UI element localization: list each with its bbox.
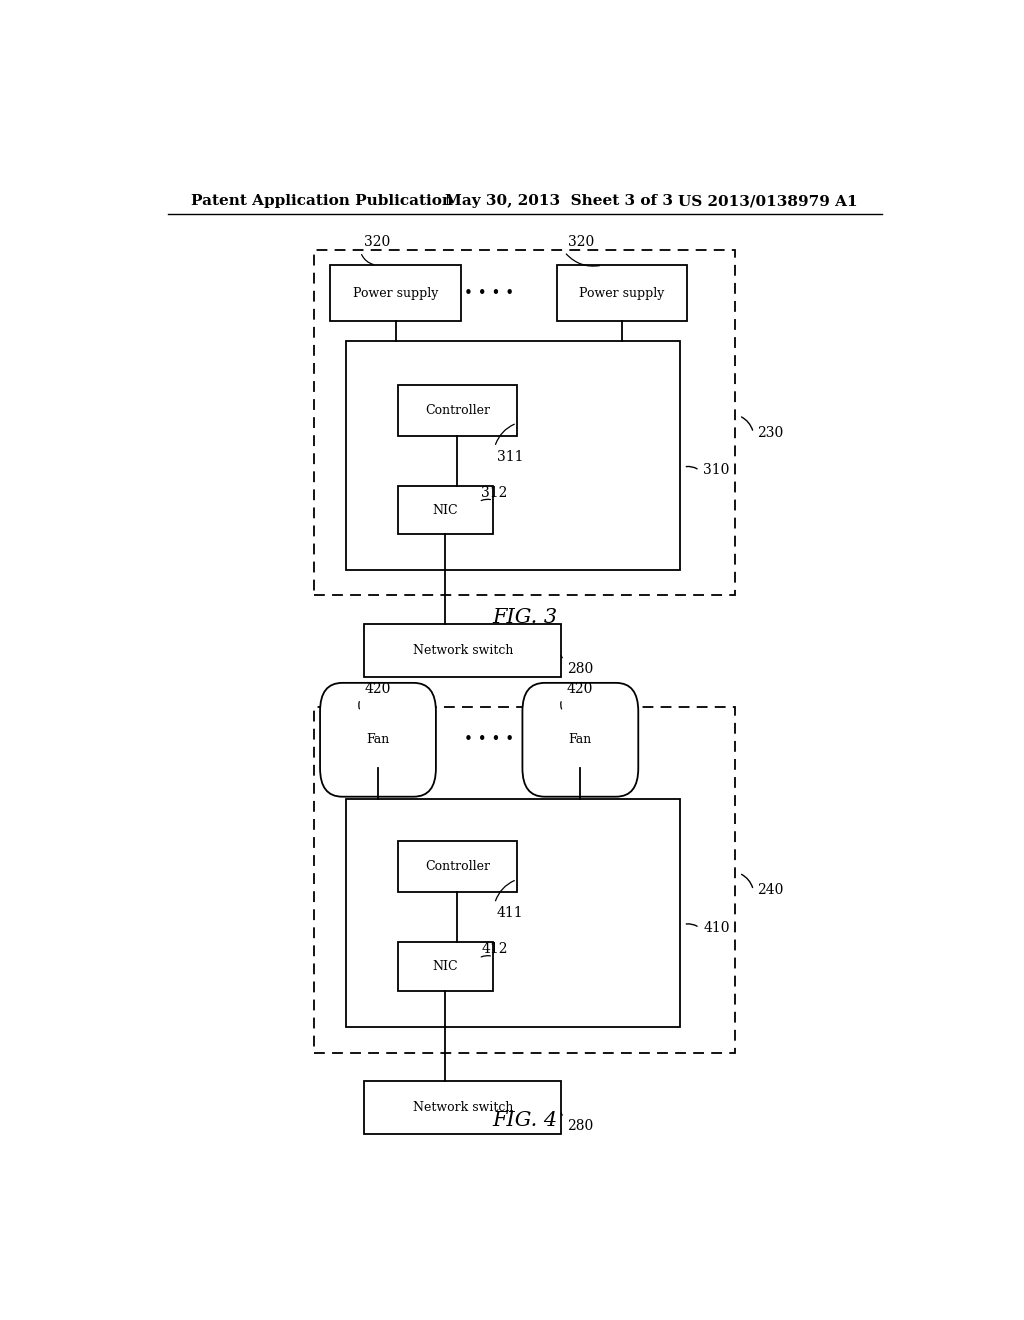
Text: Controller: Controller <box>425 404 489 417</box>
Text: 410: 410 <box>703 921 730 935</box>
Text: 320: 320 <box>568 235 595 249</box>
Text: NIC: NIC <box>432 960 459 973</box>
Text: Network switch: Network switch <box>413 1101 513 1114</box>
Bar <box>314 708 735 1053</box>
Bar <box>397 841 517 892</box>
FancyBboxPatch shape <box>522 682 638 797</box>
Text: 420: 420 <box>566 682 593 696</box>
Bar <box>346 799 680 1027</box>
Bar <box>365 1081 561 1134</box>
Text: Power supply: Power supply <box>353 286 438 300</box>
Bar <box>314 249 735 595</box>
Text: FIG. 3: FIG. 3 <box>493 609 557 627</box>
Bar <box>346 342 680 570</box>
Text: Controller: Controller <box>425 861 489 874</box>
Text: Patent Application Publication: Patent Application Publication <box>191 194 454 209</box>
Text: 240: 240 <box>758 883 783 898</box>
Text: 411: 411 <box>497 907 523 920</box>
Text: NIC: NIC <box>432 503 459 516</box>
Bar <box>397 486 494 535</box>
Text: 280: 280 <box>567 661 593 676</box>
Bar <box>365 624 561 677</box>
Text: 310: 310 <box>703 463 730 478</box>
Text: 412: 412 <box>481 942 508 956</box>
Text: 230: 230 <box>758 426 783 440</box>
Text: Power supply: Power supply <box>580 286 665 300</box>
Text: May 30, 2013  Sheet 3 of 3: May 30, 2013 Sheet 3 of 3 <box>445 194 674 209</box>
Text: 280: 280 <box>567 1119 593 1133</box>
Text: • • • •: • • • • <box>464 733 514 747</box>
Bar <box>397 942 494 991</box>
FancyBboxPatch shape <box>321 682 436 797</box>
Text: Network switch: Network switch <box>413 644 513 657</box>
Text: Fan: Fan <box>367 734 389 746</box>
Text: • • • •: • • • • <box>464 286 514 301</box>
Text: 312: 312 <box>481 486 508 500</box>
Text: FIG. 4: FIG. 4 <box>493 1111 557 1130</box>
Text: 311: 311 <box>497 450 523 465</box>
Bar <box>331 265 462 321</box>
Text: 420: 420 <box>365 682 391 696</box>
Text: Fan: Fan <box>568 734 592 746</box>
Bar <box>397 385 517 436</box>
Text: 320: 320 <box>365 235 391 249</box>
Text: US 2013/0138979 A1: US 2013/0138979 A1 <box>679 194 858 209</box>
Bar <box>557 265 687 321</box>
